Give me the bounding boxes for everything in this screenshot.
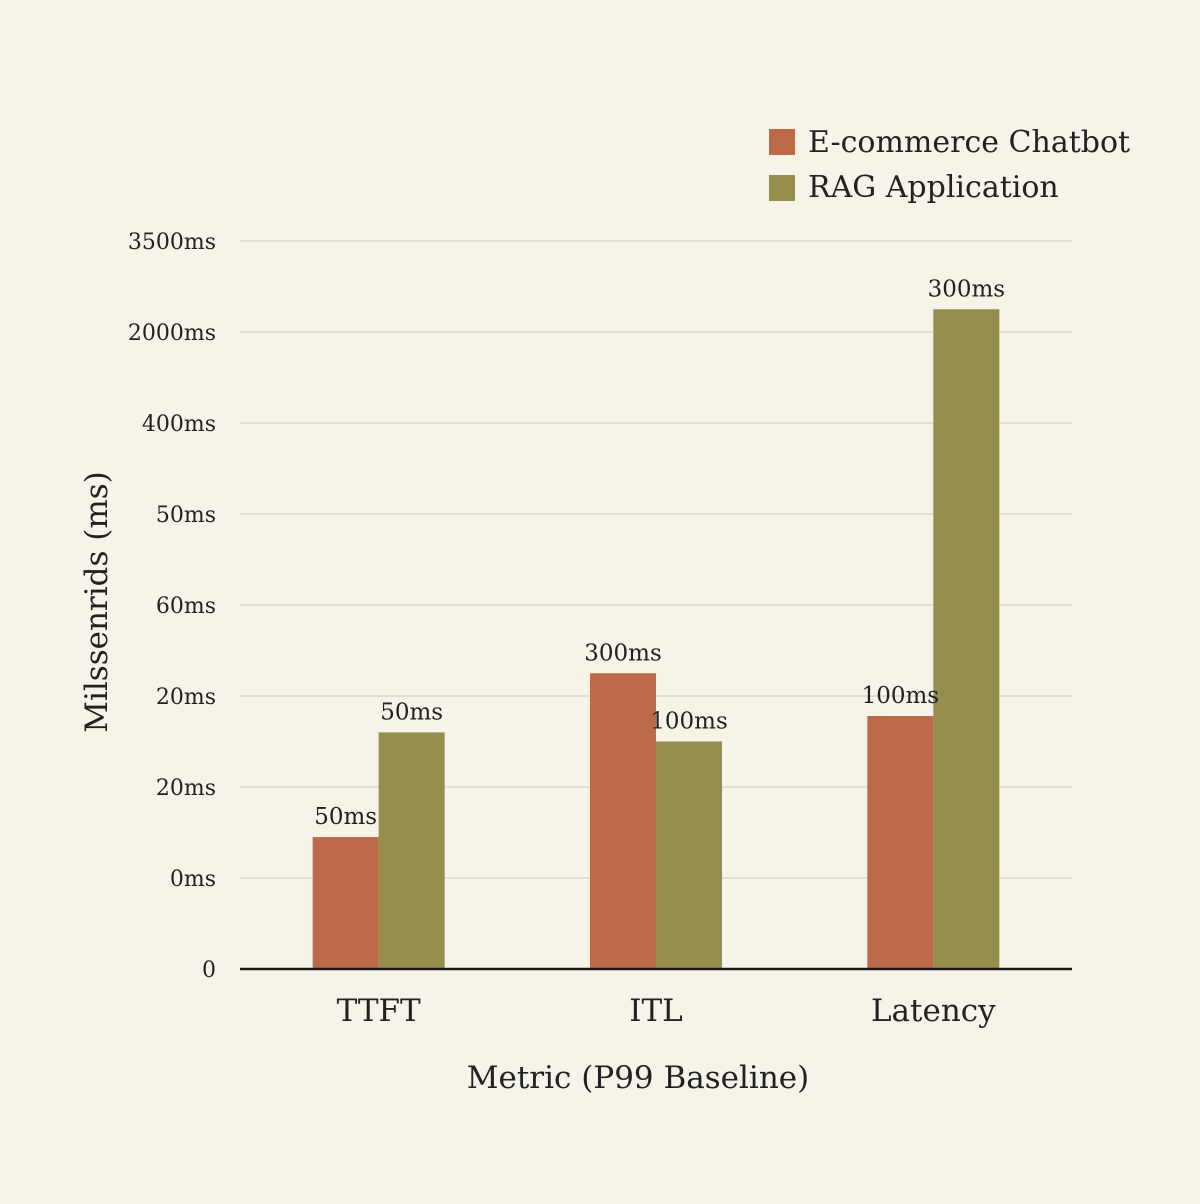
bar-rag-application-latency [933,309,1000,969]
bar-e-commerce-chatbot-latency [867,716,934,969]
legend-label-ecommerce-chatbot: E-commerce Chatbot [808,125,1130,160]
bar-rag-application-itl [656,741,722,969]
y-tick-label: 60ms [156,594,216,619]
data-label-rag-application-ttft: 50ms [380,699,443,725]
data-label-rag-application-latency: 300ms [928,276,1006,302]
legend: E-commerce Chatbot RAG Application [769,125,1130,205]
data-label-e-commerce-chatbot-itl: 300ms [584,640,662,666]
y-axis-title: Milssenrids (ms) [79,471,115,733]
data-label-e-commerce-chatbot-latency: 100ms [862,683,940,709]
bar-e-commerce-chatbot-itl [590,673,656,969]
legend-swatch-ecommerce-chatbot [769,129,795,155]
x-tick-label-latency: Latency [871,993,996,1029]
y-tick-label: 0ms [170,867,216,892]
data-label-e-commerce-chatbot-ttft: 50ms [314,804,377,830]
y-tick-label: 50ms [156,503,216,528]
bars [312,309,1000,969]
x-axis-title: Metric (P99 Baseline) [467,1060,810,1096]
bar-e-commerce-chatbot-ttft [312,837,379,969]
y-tick-label: 3500ms [128,230,216,255]
data-label-rag-application-itl: 100ms [650,709,728,735]
y-tick-label: 20ms [156,776,216,801]
legend-swatch-rag-application [769,175,795,201]
legend-label-rag-application: RAG Application [808,170,1059,205]
y-tick-label: 20ms [156,685,216,710]
y-tick-label: 400ms [142,412,216,437]
y-tick-label: 0 [202,958,216,983]
axes: 0 0ms 20ms 20ms 60ms 50ms 400ms 2000ms 3500ms TTF… [128,230,1072,1029]
x-tick-label-itl: ITL [629,993,683,1029]
data-labels: 50ms 50ms 300ms 100ms 100ms 300ms [314,276,1005,830]
bar-rag-application-ttft [378,732,445,969]
y-tick-label: 2000ms [128,321,216,346]
x-tick-label-ttft: TTFT [337,993,421,1029]
